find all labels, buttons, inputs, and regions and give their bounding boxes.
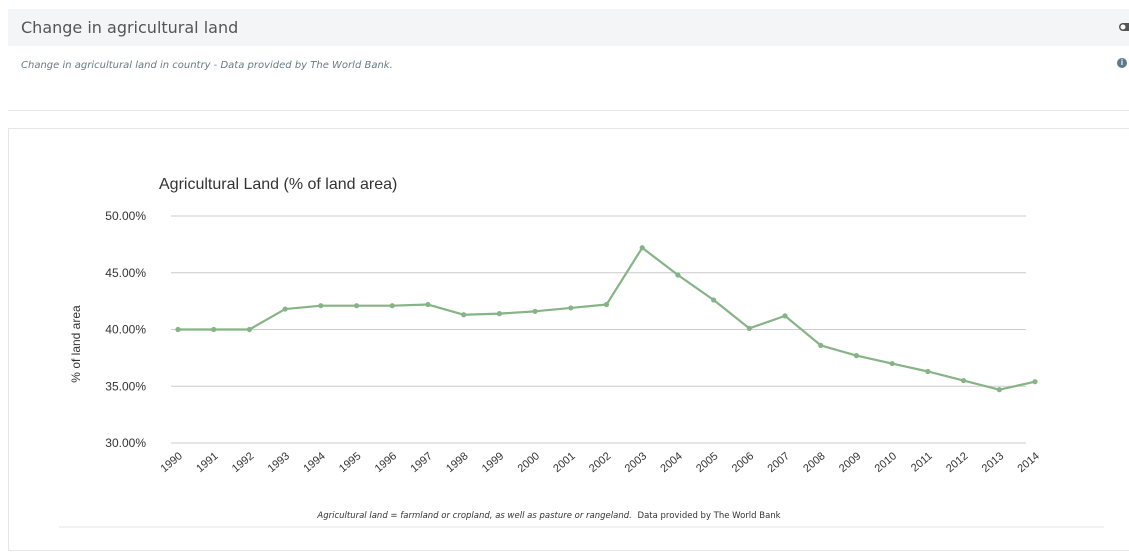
panel-header: Change in agricultural land	[8, 9, 1129, 46]
x-tick-label: 1990	[158, 450, 184, 475]
footnote-italic: Agricultural land = farmland or cropland…	[316, 511, 631, 521]
x-tick-label: 1998	[444, 450, 470, 475]
data-point	[639, 245, 645, 251]
x-tick-label: 1991	[194, 450, 220, 475]
x-tick-label: 1997	[408, 450, 434, 475]
data-point	[246, 326, 253, 333]
data-point	[1032, 379, 1038, 385]
chart-card: Agricultural Land (% of land area) % of …	[8, 128, 1129, 551]
chart-footnote: Agricultural land = farmland or cropland…	[316, 511, 780, 521]
series-line	[178, 246, 1036, 391]
data-point	[389, 303, 395, 309]
data-point	[818, 342, 824, 348]
chart-title: Agricultural Land (% of land area)	[159, 176, 397, 193]
data-point	[568, 305, 574, 311]
data-point	[925, 368, 931, 375]
x-tick-label: 2008	[801, 450, 827, 475]
data-point	[853, 353, 860, 359]
data-point	[532, 308, 538, 314]
x-tick-label: 1996	[373, 450, 399, 475]
y-axis-ticks: 30.00% 35.00% 40.00% 45.00% 50.00%	[105, 209, 146, 450]
x-tick-label: 1995	[337, 450, 363, 475]
y-axis-label: % of land area	[69, 305, 83, 383]
data-point	[282, 306, 288, 312]
data-point	[175, 326, 181, 333]
line-chart: Agricultural Land (% of land area) % of …	[59, 176, 1104, 528]
x-tick-label: 2003	[623, 450, 649, 475]
data-point	[675, 272, 681, 278]
x-tick-label: 2009	[837, 450, 863, 475]
data-point	[996, 387, 1002, 393]
data-point	[461, 312, 467, 318]
x-tick-label: 2010	[873, 450, 899, 475]
data-point	[782, 313, 788, 319]
x-tick-label: 2002	[587, 450, 613, 475]
data-point	[211, 326, 217, 333]
x-tick-label: 2004	[658, 450, 684, 475]
x-tick-label: 1992	[230, 450, 256, 475]
y-tick-label: 45.00%	[105, 266, 146, 280]
toggle-icon[interactable]	[1119, 22, 1129, 32]
x-tick-label: 2007	[766, 450, 792, 475]
x-tick-label: 2013	[980, 450, 1006, 475]
x-tick-label: 1994	[301, 450, 327, 475]
panel-description: Change in agricultural land in country -…	[8, 46, 1129, 111]
x-tick-label: 2011	[909, 450, 935, 474]
y-tick-label: 40.00%	[105, 323, 146, 337]
x-tick-label: 2001	[551, 450, 577, 475]
y-tick-label: 35.00%	[105, 379, 146, 393]
series-layer	[175, 245, 1038, 393]
x-tick-label: 2006	[730, 450, 756, 475]
y-tick-label: 50.00%	[105, 209, 146, 223]
data-point	[889, 360, 895, 367]
y-tick-label: 30.00%	[105, 436, 146, 450]
grid-lines	[171, 215, 1026, 444]
data-point	[353, 303, 360, 309]
data-point	[496, 311, 502, 317]
panel-title: Change in agricultural land	[21, 18, 239, 37]
data-point	[425, 301, 431, 308]
x-tick-label: 2014	[1015, 450, 1041, 475]
x-tick-label: 1999	[480, 450, 506, 475]
description-text: Change in agricultural land in country -…	[21, 60, 393, 71]
footnote-plain: Data provided by The World Bank	[638, 511, 781, 521]
x-tick-label: 2012	[944, 450, 970, 475]
x-tick-label: 1993	[266, 450, 292, 475]
data-point	[746, 325, 752, 331]
data-point	[960, 377, 967, 384]
x-axis-ticks: 1990 1991 1992 1993 1994 1995 1996 1997 1998 1999…	[158, 450, 1041, 475]
data-point	[318, 303, 324, 309]
x-tick-label: 2005	[694, 450, 720, 475]
data-point	[711, 297, 717, 303]
data-point	[603, 301, 610, 308]
x-tick-label: 2000	[516, 450, 542, 475]
info-icon[interactable]: i	[1117, 58, 1127, 68]
